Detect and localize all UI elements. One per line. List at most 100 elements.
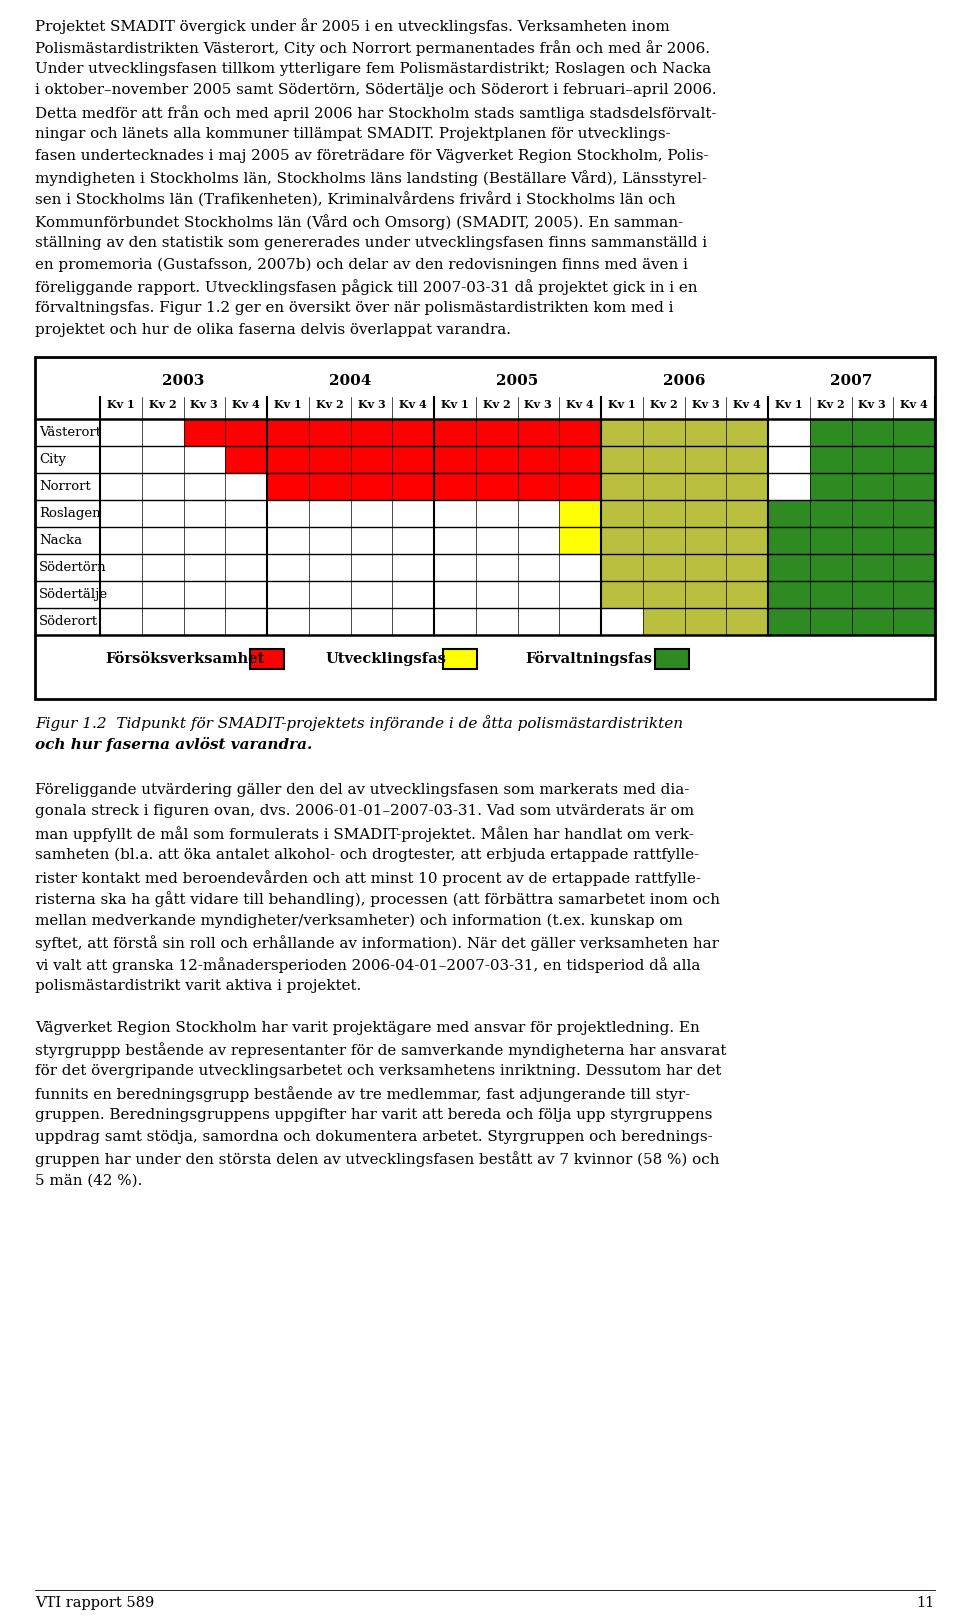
Text: man uppfyllt de mål som formulerats i SMADIT-projektet. Målen har handlat om ver: man uppfyllt de mål som formulerats i SM… [35, 826, 694, 842]
Text: i oktober–november 2005 samt Södertörn, Södertälje och Söderort i februari–april: i oktober–november 2005 samt Södertörn, … [35, 83, 716, 97]
Text: Norrort: Norrort [39, 480, 91, 493]
Bar [684, 419, 727, 446]
Bar [809, 472, 852, 500]
Bar [560, 472, 601, 500]
Bar [517, 446, 560, 472]
Bar [768, 609, 809, 635]
Text: styrgruppp bestående av representanter för de samverkande myndigheterna har ansv: styrgruppp bestående av representanter f… [35, 1042, 727, 1058]
Text: gruppen har under den största delen av utvecklingsfasen bestått av 7 kvinnor (58: gruppen har under den största delen av u… [35, 1151, 719, 1167]
Bar [350, 446, 393, 472]
Bar [852, 472, 893, 500]
Text: risterna ska ha gått vidare till behandling), processen (att förbättra samarbete: risterna ska ha gått vidare till behandl… [35, 891, 720, 907]
Bar [684, 527, 727, 553]
Bar [684, 553, 727, 581]
Bar [476, 446, 517, 472]
Text: 5 män (42 %).: 5 män (42 %). [35, 1173, 142, 1186]
Text: gruppen. Beredningsgruppens uppgifter har varit att bereda och följa upp styrgru: gruppen. Beredningsgruppens uppgifter ha… [35, 1109, 712, 1121]
Bar [684, 500, 727, 527]
Text: Kv 4: Kv 4 [232, 399, 260, 411]
Bar [350, 419, 393, 446]
Bar [893, 446, 935, 472]
Text: Kv 3: Kv 3 [691, 399, 719, 411]
Text: Kv 2: Kv 2 [483, 399, 511, 411]
Bar [643, 446, 684, 472]
Text: och hur faserna avlöst varandra.: och hur faserna avlöst varandra. [35, 737, 312, 751]
Text: Kv 2: Kv 2 [149, 399, 177, 411]
Text: fasen undertecknades i maj 2005 av företrädare för Vägverket Region Stockholm, P: fasen undertecknades i maj 2005 av föret… [35, 149, 708, 162]
Bar [183, 419, 226, 446]
Bar [643, 553, 684, 581]
Text: 2004: 2004 [329, 373, 372, 388]
Bar [517, 472, 560, 500]
Text: Kv 4: Kv 4 [399, 399, 427, 411]
Bar [893, 581, 935, 609]
Text: Kv 1: Kv 1 [108, 399, 134, 411]
Text: en promemoria (Gustafsson, 2007b) och delar av den redovisningen finns med även : en promemoria (Gustafsson, 2007b) och de… [35, 258, 688, 273]
Bar [727, 446, 768, 472]
Bar [809, 446, 852, 472]
Bar [267, 446, 309, 472]
Bar [434, 472, 476, 500]
Bar [727, 500, 768, 527]
Bar [768, 581, 809, 609]
Text: Vägverket Region Stockholm har varit projektägare med ansvar för projektledning.: Vägverket Region Stockholm har varit pro… [35, 1021, 700, 1034]
Bar [601, 472, 643, 500]
Bar [309, 472, 350, 500]
Bar [601, 419, 643, 446]
Bar [643, 500, 684, 527]
Bar [852, 419, 893, 446]
Bar [684, 581, 727, 609]
Bar [684, 609, 727, 635]
Text: Kv 3: Kv 3 [858, 399, 886, 411]
Bar [768, 553, 809, 581]
Bar [852, 553, 893, 581]
Bar [560, 446, 601, 472]
Bar [893, 609, 935, 635]
Text: Kv 1: Kv 1 [608, 399, 636, 411]
Bar [560, 500, 601, 527]
Text: 2003: 2003 [162, 373, 204, 388]
Text: Föreliggande utvärdering gäller den del av utvecklingsfasen som markerats med di: Föreliggande utvärdering gäller den del … [35, 782, 689, 797]
Bar [601, 446, 643, 472]
Text: Söderort: Söderort [39, 615, 98, 628]
Text: myndigheten i Stockholms län, Stockholms läns landsting (Beställare Vård), Länss: myndigheten i Stockholms län, Stockholms… [35, 170, 707, 187]
Bar [643, 609, 684, 635]
Bar [393, 419, 434, 446]
Bar [852, 500, 893, 527]
Bar [226, 446, 267, 472]
Bar [684, 472, 727, 500]
Bar [560, 419, 601, 446]
Text: mellan medverkande myndigheter/verksamheter) och information (t.ex. kunskap om: mellan medverkande myndigheter/verksamhe… [35, 914, 683, 928]
Bar [443, 649, 477, 669]
Text: 2006: 2006 [663, 373, 706, 388]
Bar [727, 472, 768, 500]
Text: Försöksverksamhet: Försöksverksamhet [105, 652, 264, 665]
Text: vi valt att granska 12-månadersperioden 2006-04-01–2007-03-31, en tidsperiod då : vi valt att granska 12-månadersperioden … [35, 958, 701, 972]
Text: uppdrag samt stödja, samordna och dokumentera arbetet. Styrgruppen och beredning: uppdrag samt stödja, samordna och dokume… [35, 1130, 712, 1144]
Bar [655, 649, 689, 669]
Bar [852, 581, 893, 609]
Bar [601, 553, 643, 581]
Bar [250, 649, 284, 669]
Bar [809, 581, 852, 609]
Text: 11: 11 [917, 1595, 935, 1610]
Bar [684, 446, 727, 472]
Bar [727, 609, 768, 635]
Text: för det övergripande utvecklingsarbetet och verksamhetens inriktning. Dessutom h: för det övergripande utvecklingsarbetet … [35, 1065, 721, 1078]
Bar [393, 472, 434, 500]
Text: Södertörn: Södertörn [39, 562, 107, 575]
Text: Polismästardistrikten Västerort, City och Norrort permanentades från och med år : Polismästardistrikten Västerort, City oc… [35, 41, 710, 55]
Bar [517, 419, 560, 446]
Bar [852, 609, 893, 635]
Bar [893, 472, 935, 500]
Bar [727, 581, 768, 609]
Bar [643, 581, 684, 609]
Text: Kv 3: Kv 3 [524, 399, 552, 411]
Bar [309, 446, 350, 472]
Bar [476, 472, 517, 500]
Text: polismästardistrikt varit aktiva i projektet.: polismästardistrikt varit aktiva i proje… [35, 979, 361, 993]
Text: Kv 3: Kv 3 [357, 399, 385, 411]
Text: Kv 1: Kv 1 [775, 399, 803, 411]
Text: funnits en beredningsgrupp bestående av tre medlemmar, fast adjungerande till st: funnits en beredningsgrupp bestående av … [35, 1086, 690, 1102]
Bar [809, 527, 852, 553]
